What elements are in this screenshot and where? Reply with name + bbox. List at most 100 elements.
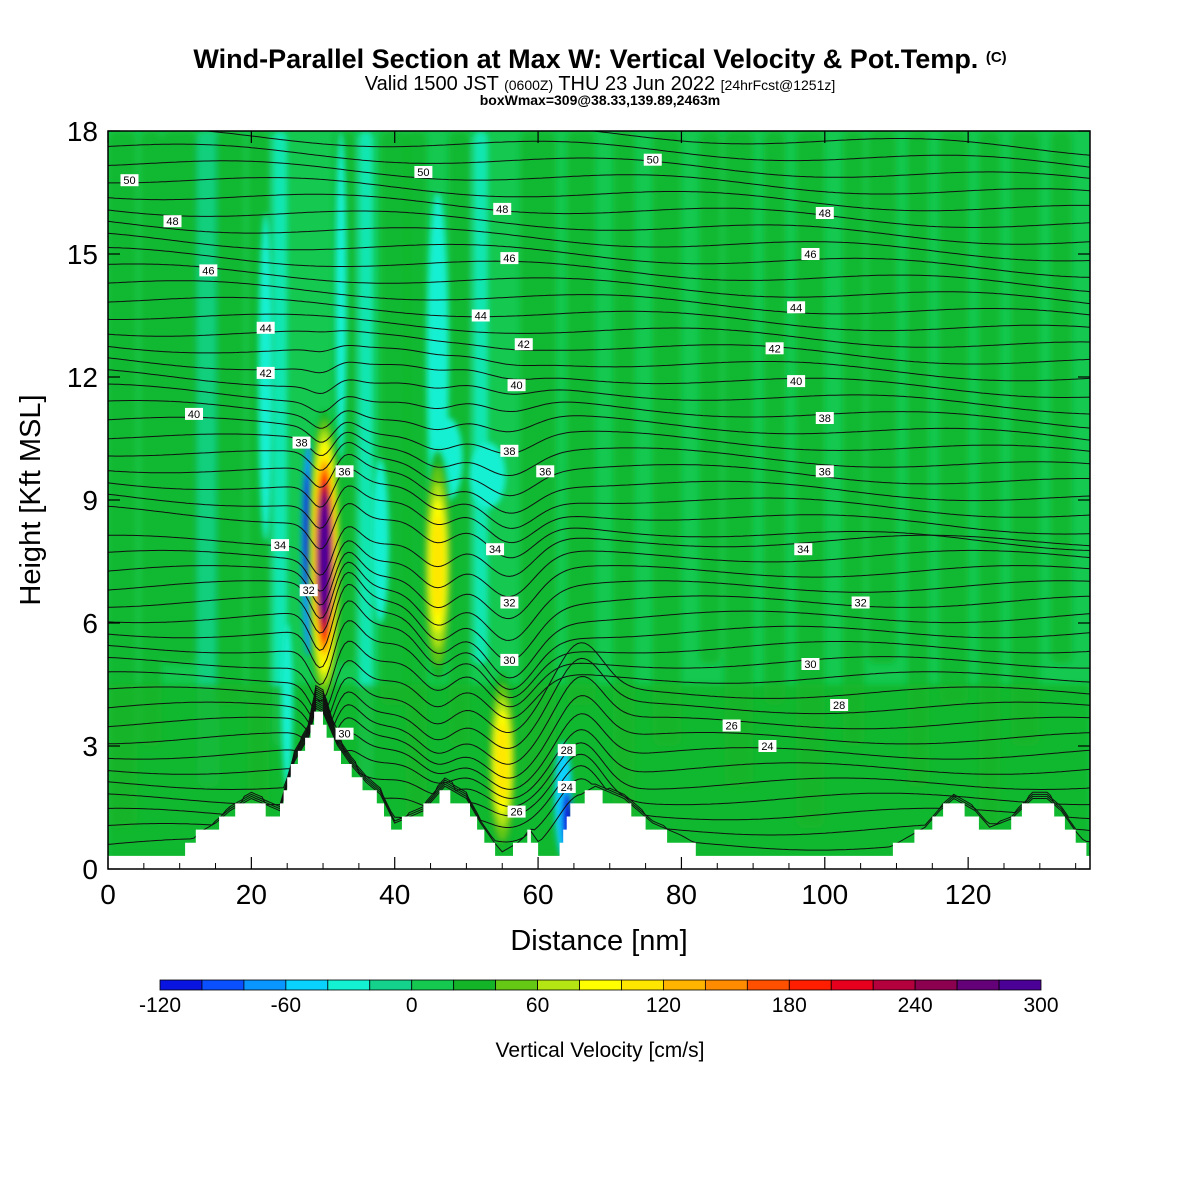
valid-date: THU 23 Jun 2022	[558, 73, 716, 95]
theta-contour	[108, 296, 1090, 332]
theta-contour	[108, 642, 1090, 734]
theta-contour-label: 26	[722, 719, 741, 733]
x-tick-label: 0	[100, 879, 116, 910]
colorbar-swatch	[285, 979, 329, 991]
field-streak	[140, 131, 162, 746]
svg-text:24: 24	[561, 782, 573, 794]
svg-text:46: 46	[202, 265, 214, 277]
svg-text:48: 48	[819, 208, 831, 220]
theta-contour-label: 42	[765, 342, 784, 355]
theta-contour	[108, 209, 1090, 245]
theta-contour-label: 38	[292, 436, 311, 450]
theta-contour	[108, 263, 1090, 305]
theta-contour-label: 42	[514, 338, 533, 351]
theta-contour-label: 32	[500, 596, 519, 610]
colorbar-swatch	[663, 979, 706, 991]
theta-contour	[201, 131, 1090, 168]
theta-contour	[108, 701, 1090, 817]
svg-text:40: 40	[510, 380, 522, 392]
theta-contour	[108, 193, 1090, 228]
field-streak	[215, 131, 245, 705]
theta-contour	[108, 431, 1090, 477]
y-tick-label: 3	[82, 731, 98, 762]
colorbar-swatch	[201, 979, 245, 991]
field-streak	[161, 131, 198, 664]
valid-utc: (0600Z)	[504, 77, 554, 93]
svg-text:48: 48	[496, 204, 508, 216]
svg-text:32: 32	[855, 598, 867, 610]
theta-contour-label: 48	[163, 215, 182, 228]
y-tick-label: 15	[67, 239, 98, 270]
colorbar-swatch	[537, 979, 580, 991]
svg-text:44: 44	[260, 323, 272, 335]
field-streak	[358, 131, 374, 787]
svg-text:34: 34	[274, 540, 286, 552]
field-streak	[1011, 131, 1040, 746]
svg-text:38: 38	[503, 446, 515, 458]
svg-text:26: 26	[725, 721, 737, 733]
colorbar-swatch	[495, 979, 538, 991]
theta-contour	[108, 600, 1090, 690]
theta-contour	[108, 232, 1090, 278]
theta-contour-label: 44	[256, 321, 275, 335]
theta-contour	[108, 583, 1090, 679]
theta-contour	[108, 441, 1090, 497]
svg-text:42: 42	[768, 343, 780, 355]
theta-contour-label: 36	[815, 465, 834, 478]
theta-contour	[108, 468, 1090, 529]
field-streak	[272, 131, 288, 746]
colorbar-swatch	[998, 979, 1042, 991]
colorbar-swatch	[579, 979, 622, 991]
x-tick-label: 60	[522, 879, 553, 910]
forecast-info: [24hrFcst@1251z]	[720, 77, 836, 93]
texture-bands	[108, 131, 1090, 869]
field-streak	[763, 131, 786, 705]
svg-text:26: 26	[510, 807, 522, 819]
svg-text:38: 38	[819, 413, 831, 425]
theta-contour-label: 30	[335, 727, 354, 741]
y-axis-label: Height [Kft MSL]	[15, 394, 47, 605]
colorbar-swatch	[369, 979, 413, 991]
svg-text:50: 50	[647, 155, 659, 167]
svg-text:30: 30	[804, 659, 816, 671]
svg-text:46: 46	[503, 253, 515, 265]
theta-contour	[108, 703, 1090, 828]
field-streak	[652, 131, 682, 746]
theta-contour	[108, 697, 1090, 799]
theta-contour-label: 38	[500, 444, 519, 458]
svg-text:32: 32	[303, 585, 315, 597]
colorbar-tick-label: 0	[406, 994, 418, 1017]
theta-contour	[108, 345, 1090, 382]
theta-contour-label: 28	[830, 699, 849, 712]
theta-contour	[108, 695, 1090, 790]
valid-time-line: Valid 1500 JST (0600Z) THU 23 Jun 2022 […	[0, 73, 1200, 96]
theta-contour-label: 34	[486, 543, 505, 556]
theta-contour-label: 40	[787, 375, 806, 388]
field-streak	[380, 131, 410, 705]
field-streak	[842, 131, 865, 746]
colorbar-swatch	[327, 979, 371, 991]
theta-contour-label: 46	[199, 264, 218, 277]
theta-contour	[108, 620, 1090, 699]
updraft-contour	[431, 515, 444, 617]
theta-contour-label: 44	[471, 309, 490, 323]
theta-contour	[108, 313, 1090, 348]
x-tick-label: 40	[379, 879, 410, 910]
svg-text:34: 34	[489, 544, 501, 556]
theta-contour-label: 32	[851, 596, 870, 610]
theta-contour	[108, 693, 1090, 779]
colorbar-tick-label: 300	[1023, 994, 1058, 1017]
theta-contour	[108, 280, 1090, 316]
theta-contour	[108, 416, 1090, 455]
theta-contour	[108, 561, 1090, 641]
chart-title: Wind-Parallel Section at Max W: Vertical…	[0, 44, 1200, 75]
theta-contour	[108, 551, 1090, 620]
theta-contour-label: 34	[271, 539, 290, 552]
colorbar-tick-label: -120	[139, 994, 181, 1017]
theta-contour-label: 30	[801, 658, 820, 671]
svg-text:40: 40	[188, 409, 200, 421]
field-streak	[699, 131, 721, 664]
theta-contour	[108, 540, 1090, 598]
